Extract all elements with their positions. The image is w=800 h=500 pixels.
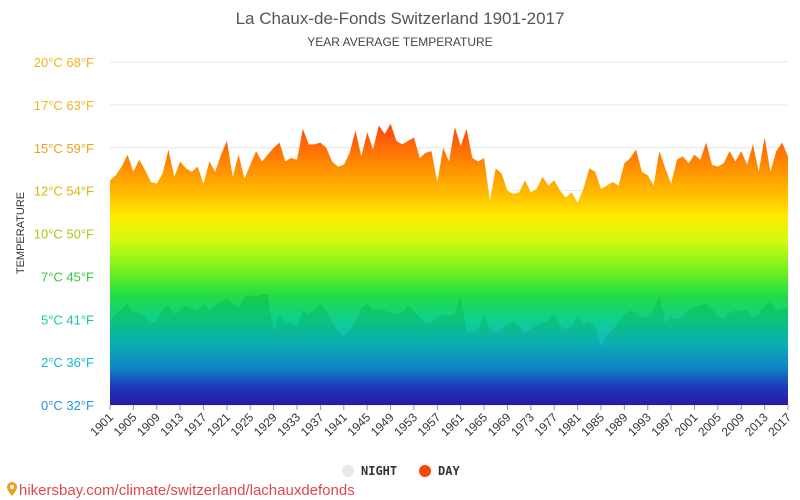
location-pin-icon (7, 482, 17, 496)
y-tick-label: 0°C 32°F (41, 398, 94, 413)
x-tick-label: 1901 (87, 410, 116, 439)
x-tick-label: 1941 (321, 410, 350, 439)
legend-item-day[interactable]: DAY (419, 464, 460, 478)
x-tick-label: 1981 (555, 410, 584, 439)
y-tick-label: 17°C 63°F (34, 98, 94, 113)
watermark-text: hikersbay.com/climate/switzerland/lachau… (19, 482, 355, 499)
y-tick-label: 5°C 41°F (41, 312, 94, 327)
y-tick-label: 20°C 68°F (34, 55, 94, 70)
x-tick-label: 1997 (648, 410, 677, 439)
x-tick-label: 2001 (672, 410, 701, 439)
x-tick-label: 1985 (578, 410, 607, 439)
x-tick-label: 1993 (625, 410, 654, 439)
legend-night-marker (342, 465, 354, 477)
x-tick-label: 1957 (415, 410, 444, 439)
x-tick-label: 1913 (157, 410, 186, 439)
x-tick-label: 2009 (719, 410, 748, 439)
y-tick-label: 2°C 36°F (41, 355, 94, 370)
x-tick-label: 1905 (111, 410, 140, 439)
x-tick-label: 2017 (765, 410, 794, 439)
night-series-area (110, 293, 788, 405)
x-tick-label: 1973 (508, 410, 537, 439)
y-tick-label: 7°C 45°F (41, 269, 94, 284)
x-tick-label: 1917 (181, 410, 210, 439)
x-tick-label: 1909 (134, 410, 163, 439)
x-tick-label: 1929 (251, 410, 280, 439)
legend-night-label: NIGHT (361, 464, 397, 478)
legend-item-night[interactable]: NIGHT (342, 464, 397, 478)
y-axis-ticks: 0°C 32°F 2°C 36°F 5°C 41°F 7°C 45°F 10°C 50°… (34, 55, 94, 413)
x-tick-label: 1933 (274, 410, 303, 439)
legend: NIGHT DAY (342, 464, 460, 478)
x-tick-label: 1921 (204, 410, 233, 439)
watermark[interactable]: hikersbay.com/climate/switzerland/lachau… (7, 482, 355, 499)
x-tick-label: 1961 (438, 410, 467, 439)
x-tick-label: 1949 (368, 410, 397, 439)
legend-day-label: DAY (438, 464, 460, 478)
x-tick-label: 1977 (532, 410, 561, 439)
y-tick-label: 12°C 54°F (34, 184, 94, 199)
x-tick-label: 1969 (485, 410, 514, 439)
y-axis-label: TEMPERATURE (15, 192, 27, 274)
x-axis-ticks: 1901190519091913191719211925192919331937… (87, 405, 794, 439)
x-tick-label: 1965 (461, 410, 490, 439)
chart-title: La Chaux-de-Fonds Switzerland 1901-2017 (236, 9, 565, 28)
x-tick-label: 1945 (345, 410, 374, 439)
x-tick-label: 2013 (742, 410, 771, 439)
x-tick-label: 1953 (391, 410, 420, 439)
y-tick-label: 10°C 50°F (34, 227, 94, 242)
chart-subtitle: YEAR AVERAGE TEMPERATURE (307, 35, 492, 49)
x-tick-label: 2005 (695, 410, 724, 439)
x-tick-label: 1989 (602, 410, 631, 439)
y-tick-label: 15°C 59°F (34, 141, 94, 156)
x-tick-label: 1925 (228, 410, 257, 439)
legend-day-marker (419, 465, 431, 477)
x-tick-label: 1937 (298, 410, 327, 439)
